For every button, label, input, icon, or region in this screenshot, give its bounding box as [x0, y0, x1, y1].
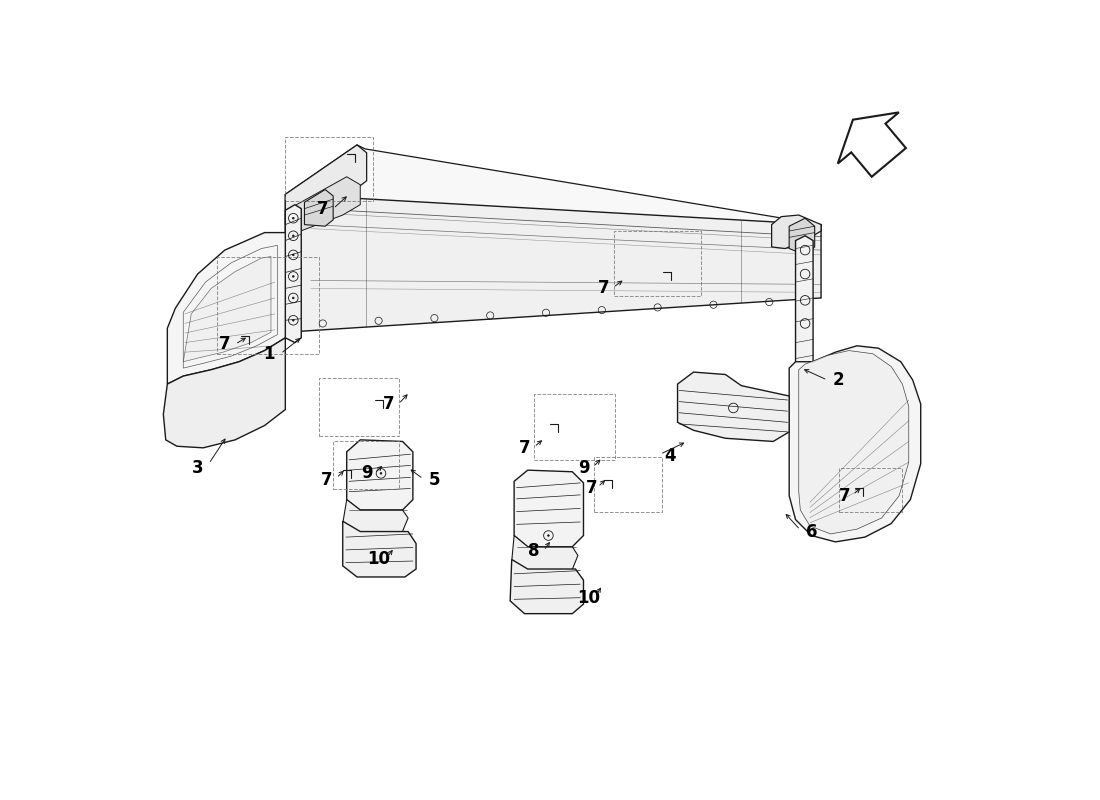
Circle shape	[293, 235, 294, 237]
Polygon shape	[510, 559, 583, 614]
Polygon shape	[838, 112, 906, 177]
Polygon shape	[343, 500, 408, 542]
Text: 3: 3	[191, 458, 204, 477]
Circle shape	[548, 534, 549, 536]
Circle shape	[293, 218, 294, 219]
Text: 7: 7	[839, 486, 850, 505]
Polygon shape	[789, 346, 921, 542]
Polygon shape	[297, 177, 361, 233]
Text: 6: 6	[805, 522, 817, 541]
Text: 4: 4	[663, 447, 675, 465]
Text: 7: 7	[383, 395, 395, 413]
Polygon shape	[514, 470, 583, 546]
Circle shape	[293, 276, 294, 278]
Polygon shape	[163, 338, 285, 448]
Text: 10: 10	[576, 589, 600, 606]
Circle shape	[293, 297, 294, 298]
Polygon shape	[678, 372, 789, 442]
Text: 10: 10	[367, 550, 390, 569]
Circle shape	[381, 473, 382, 474]
Circle shape	[293, 254, 294, 256]
Text: 7: 7	[219, 335, 231, 353]
Polygon shape	[285, 145, 821, 231]
Polygon shape	[285, 145, 366, 225]
Polygon shape	[184, 257, 271, 362]
Text: 8: 8	[528, 542, 540, 561]
Polygon shape	[343, 521, 416, 577]
Polygon shape	[771, 215, 821, 249]
Text: 7: 7	[519, 439, 530, 457]
Text: 9: 9	[578, 458, 590, 477]
Text: 2: 2	[833, 371, 845, 389]
Polygon shape	[346, 440, 412, 510]
Polygon shape	[789, 218, 815, 255]
Circle shape	[293, 319, 294, 321]
Text: 7: 7	[585, 478, 597, 497]
Text: 5: 5	[429, 470, 440, 489]
Polygon shape	[285, 194, 821, 332]
Polygon shape	[167, 233, 285, 384]
Polygon shape	[512, 535, 578, 580]
Text: 7: 7	[321, 470, 332, 489]
Polygon shape	[795, 236, 813, 368]
Polygon shape	[285, 205, 301, 342]
Polygon shape	[799, 350, 909, 534]
Text: 7: 7	[317, 200, 329, 218]
Text: 9: 9	[361, 464, 373, 482]
Text: 7: 7	[597, 279, 609, 298]
Text: 1: 1	[264, 345, 275, 362]
Polygon shape	[305, 190, 333, 226]
